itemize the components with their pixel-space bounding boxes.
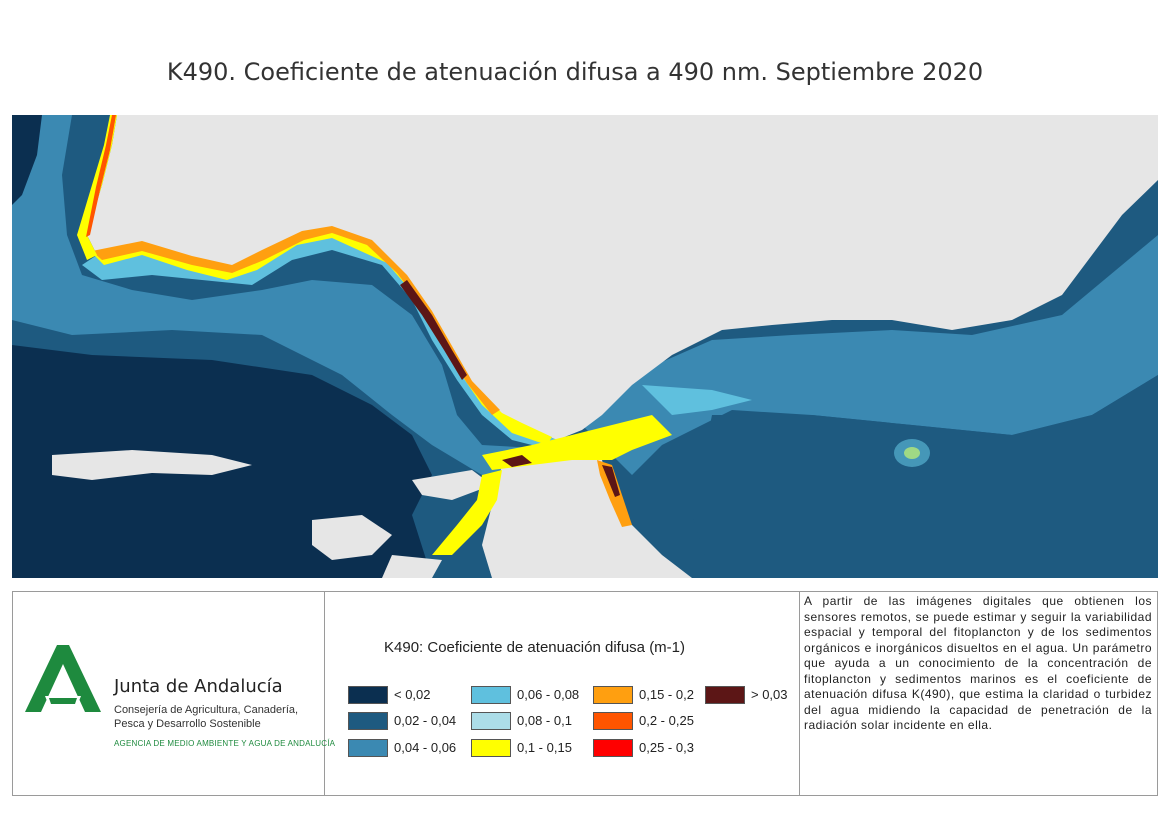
cloud-patch-3: [412, 470, 492, 500]
strait-darkred: [502, 455, 532, 467]
cloud-patch-1: [52, 450, 252, 480]
legend-swatch: [471, 686, 511, 704]
info-panel: Junta de Andalucía Consejería de Agricul…: [12, 591, 1158, 796]
legend-label: 0,1 - 0,15: [517, 740, 572, 755]
map-title: K490. Coeficiente de atenuación difusa a…: [166, 58, 984, 86]
atlantic-very-deep-north: [12, 115, 42, 205]
legend-swatch: [593, 739, 633, 757]
legend-label: 0,2 - 0,25: [639, 713, 694, 728]
description-text: A partir de las imágenes digitales que o…: [804, 594, 1152, 732]
atlantic-mid-band: [12, 115, 572, 475]
legend-swatch: [348, 739, 388, 757]
mediterranean-cyan-filaments: [642, 385, 752, 415]
legend-label: 0,25 - 0,3: [639, 740, 694, 755]
legend-swatch: [471, 739, 511, 757]
land-spain: [87, 115, 1158, 440]
alboran-halo: [894, 439, 930, 467]
legend-title: K490: Coeficiente de atenuación difusa (…: [384, 639, 686, 656]
description-cell: A partir de las imágenes digitales que o…: [800, 592, 1157, 795]
legend-swatch: [471, 712, 511, 730]
logo-subtitle: Consejería de Agricultura, Canadería, Pe…: [114, 703, 319, 731]
logo-subtitle-line-1: Consejería de Agricultura, Canadería,: [114, 704, 299, 716]
logo-agency: AGENCIA DE MEDIO AMBIENTE Y AGUA DE ANDA…: [114, 739, 336, 748]
cloud-patch-2: [312, 515, 392, 560]
legend-swatch: [593, 686, 633, 704]
logo-subtitle-line-2: Pesca y Desarrollo Sostenible: [114, 718, 261, 730]
legend-label: 0,15 - 0,2: [639, 687, 694, 702]
legend-cell: K490: Coeficiente de atenuación difusa (…: [324, 592, 800, 795]
strait-yellow: [482, 415, 672, 470]
legend-swatch: [593, 712, 633, 730]
morocco-darkred-coast: [602, 465, 620, 497]
legend-swatch: [348, 686, 388, 704]
legend-swatch: [348, 712, 388, 730]
coastal-orange-atlantic: [92, 226, 500, 415]
k490-map[interactable]: [12, 115, 1158, 578]
cloud-patch-4: [382, 555, 442, 578]
legend-label: > 0,03: [751, 687, 788, 702]
mediterranean-deep: [692, 375, 1158, 578]
legend-label: 0,08 - 0,1: [517, 713, 572, 728]
legend-label: 0,04 - 0,06: [394, 740, 457, 755]
map-canvas: [12, 115, 1158, 578]
junta-andalucia-logo-icon: [25, 645, 101, 712]
coastal-orange-portugal: [86, 115, 116, 237]
land-morocco: [482, 450, 692, 578]
legend-swatch: [705, 686, 745, 704]
legend-label: 0,02 - 0,04: [394, 713, 457, 728]
legend-label: 0,06 - 0,08: [517, 687, 580, 702]
logo-name: Junta de Andalucía: [114, 676, 283, 697]
legend-label: < 0,02: [394, 687, 431, 702]
logo-cell: Junta de Andalucía Consejería de Agricul…: [13, 592, 335, 795]
coastal-darkred-atlantic: [400, 280, 467, 380]
morocco-yellow-coast: [432, 470, 502, 555]
